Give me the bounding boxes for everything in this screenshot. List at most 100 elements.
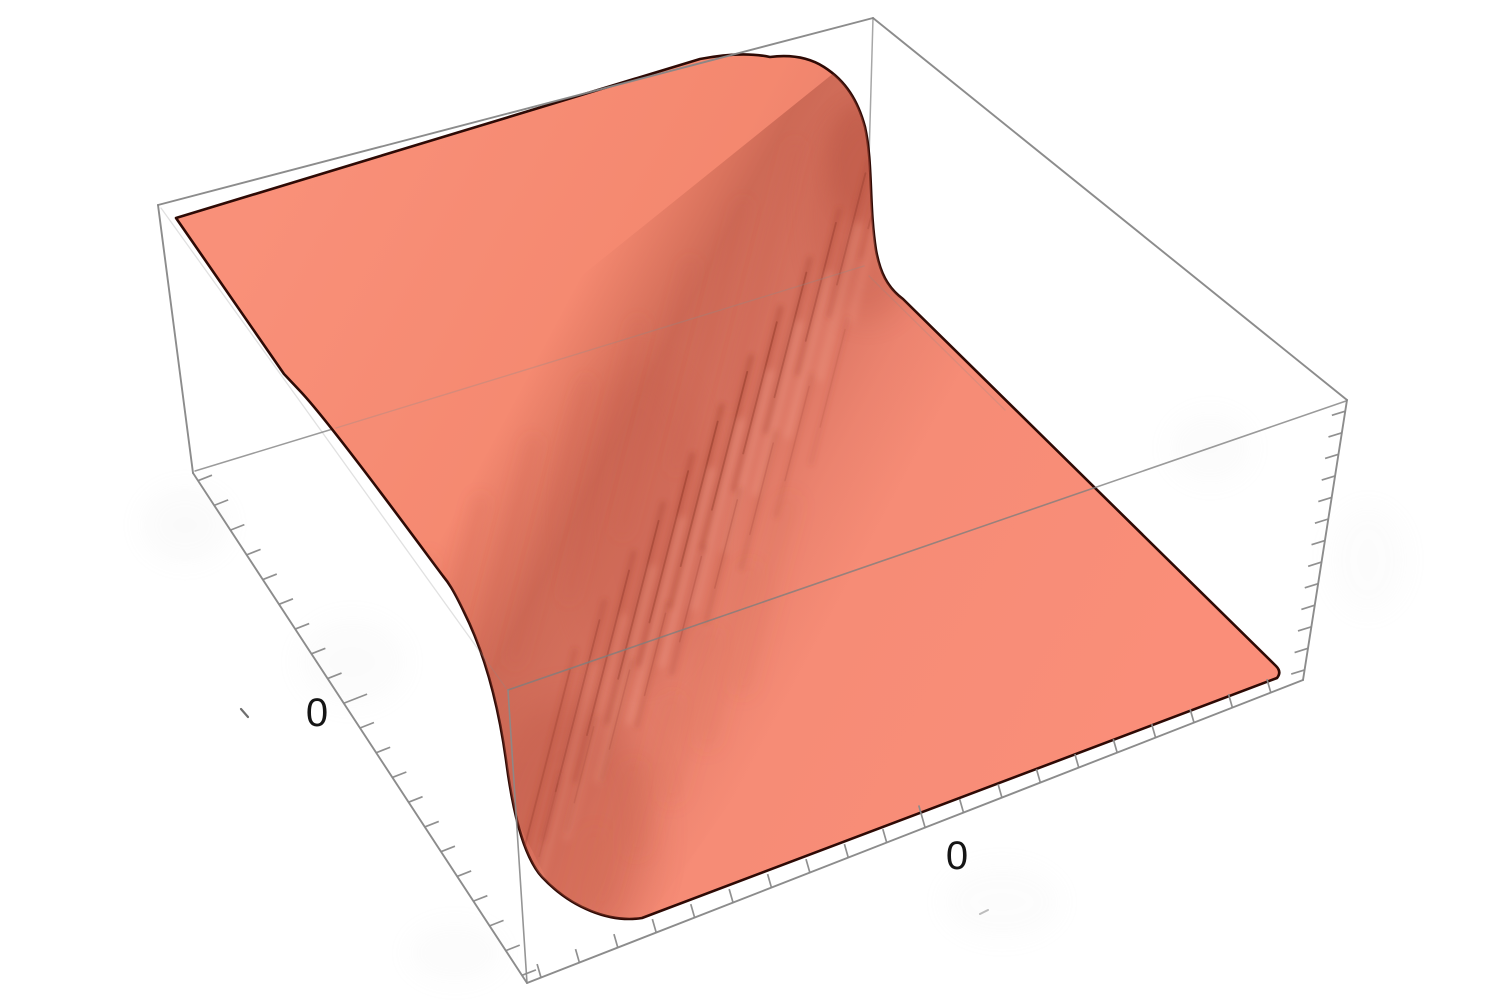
- minor-tick: [689, 903, 696, 918]
- minor-tick: [197, 474, 213, 482]
- minor-tick: [805, 858, 811, 873]
- ripple-crease: [804, 222, 837, 342]
- minor-tick: [1112, 738, 1118, 753]
- ripple-streak: [560, 316, 647, 603]
- minor-tick: [1321, 475, 1336, 481]
- minor-tick: [1189, 708, 1195, 723]
- ripple-streak: [668, 198, 752, 474]
- minor-tick: [1150, 723, 1157, 738]
- minor-tick: [294, 622, 310, 630]
- ripple-streak: [826, 158, 871, 318]
- minor-tick: [613, 933, 619, 948]
- main-ripple-streaks: [509, 109, 901, 900]
- box-edge-faint: [507, 400, 1347, 691]
- ripple-streak: [704, 487, 742, 623]
- background-smudge: [140, 487, 230, 563]
- ripple-streak: [689, 417, 745, 611]
- minor-tick: [958, 798, 965, 813]
- box-edge-faint: [335, 265, 865, 429]
- box-edge: [872, 17, 1348, 401]
- background-smudge: [407, 923, 503, 983]
- ripple-streak: [506, 376, 594, 668]
- minor-tick: [456, 870, 472, 878]
- ripple-streak: [636, 452, 695, 667]
- ripple-streak: [668, 403, 725, 609]
- minor-tick: [1074, 753, 1080, 768]
- background-smudges: [140, 145, 1408, 983]
- ripple-streak: [554, 827, 606, 919]
- box-edge: [1302, 399, 1348, 681]
- ripple-crease: [538, 782, 559, 858]
- ripple-crease: [742, 321, 778, 455]
- minor-tick: [574, 948, 581, 963]
- ripple-crease: [679, 420, 719, 568]
- minor-tick: [440, 845, 456, 853]
- ripple-crease: [784, 385, 810, 482]
- ripple-crease: [586, 569, 630, 736]
- minor-tick: [1035, 768, 1042, 783]
- ripple-streak: [624, 693, 684, 858]
- ripple-streak: [614, 257, 699, 538]
- minor-tick: [424, 820, 440, 828]
- ripple-streak: [795, 207, 842, 376]
- ripple-streak: [604, 501, 666, 725]
- ripple-crease: [678, 555, 703, 643]
- minor-tick: [375, 746, 391, 754]
- ripple-crease: [773, 271, 808, 399]
- minor-tick: [327, 672, 342, 680]
- ripple-streak: [589, 760, 645, 912]
- background-smudge: [942, 864, 1062, 940]
- minor-tick: [392, 771, 407, 779]
- ripple-crease: [836, 172, 867, 286]
- minor-tick: [1301, 604, 1315, 611]
- ripple-streak: [784, 271, 833, 439]
- ripple-streak: [808, 316, 850, 466]
- speck: [239, 707, 250, 719]
- minor-tick: [1318, 496, 1332, 503]
- box-edge: [157, 17, 874, 206]
- box-edge: [507, 689, 528, 984]
- ripple-streak: [669, 544, 706, 676]
- minor-tick: [536, 963, 542, 978]
- minor-tick: [843, 843, 850, 858]
- minor-tick: [1324, 453, 1339, 460]
- minor-tick: [473, 894, 488, 902]
- ripple-streak: [699, 354, 754, 551]
- y-axis-ticks: [197, 474, 537, 977]
- ripple-streak: [565, 715, 598, 834]
- ripple-crease: [617, 519, 660, 680]
- minor-tick: [278, 598, 294, 606]
- major-tick: [917, 805, 926, 828]
- minor-tick: [882, 828, 888, 843]
- minor-tick: [1304, 582, 1319, 589]
- ripple-streak: [722, 139, 804, 409]
- minor-tick: [213, 499, 229, 507]
- minor-tick: [766, 873, 773, 888]
- ripple-streak: [731, 305, 783, 493]
- minor-tick: [489, 919, 504, 927]
- minor-tick: [1314, 518, 1329, 524]
- minor-tick: [1328, 431, 1343, 438]
- minor-tick: [230, 523, 245, 531]
- ripple-streak: [695, 560, 761, 750]
- minor-tick: [1331, 410, 1346, 417]
- ripple-streak: [595, 564, 657, 783]
- background-smudge: [297, 617, 407, 707]
- minor-tick: [1294, 647, 1309, 654]
- ripple-crease: [749, 442, 774, 536]
- ripple-crease: [711, 370, 749, 511]
- axis-ticks: [197, 410, 1346, 978]
- minor-tick: [651, 918, 658, 933]
- ripple-streak: [626, 515, 686, 726]
- minor-tick: [1311, 539, 1326, 546]
- box-edge: [157, 204, 194, 474]
- ripple-streak: [530, 773, 562, 886]
- z-axis-ticks: [1290, 410, 1346, 675]
- ripple-crease: [554, 619, 601, 793]
- minor-tick: [1297, 625, 1312, 632]
- major-tick: [343, 693, 368, 705]
- minor-tick: [1290, 669, 1305, 675]
- ripple-crease: [608, 669, 631, 750]
